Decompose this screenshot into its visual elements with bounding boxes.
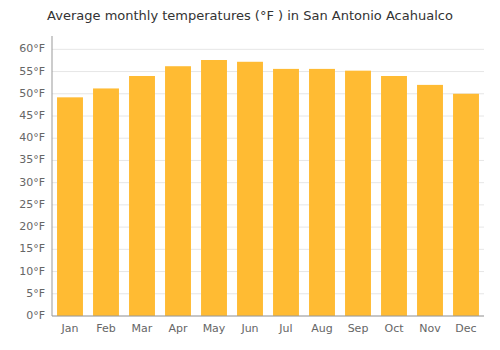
x-tick-label: Mar: [132, 322, 153, 335]
y-tick-label: 50°F: [19, 87, 45, 100]
y-tick-label: 15°F: [19, 242, 45, 255]
grid: [52, 49, 484, 316]
x-tick-label: May: [203, 322, 226, 335]
bar: [273, 69, 299, 316]
y-tick-label: 30°F: [19, 176, 45, 189]
y-tick-label: 35°F: [19, 153, 45, 166]
y-axis: 0°F 5°F 10°F 15°F 20°F 25°F 30°F 35°F 40°F 45°F 50…: [19, 42, 45, 322]
y-tick-label: 25°F: [19, 198, 45, 211]
bar: [57, 97, 83, 316]
bar: [417, 85, 443, 316]
chart-svg: 0°F 5°F 10°F 15°F 20°F 25°F 30°F 35°F 40°F 45°F 50…: [0, 0, 500, 350]
x-axis: Jan Feb Mar Apr May Jun Jul Aug Sep Oct Nov Dec: [61, 322, 477, 335]
y-tick-label: 0°F: [26, 309, 45, 322]
bar: [165, 66, 191, 316]
x-axis-line: [52, 316, 484, 317]
bar: [309, 69, 335, 316]
bar: [129, 76, 155, 316]
x-tick-label: Aug: [311, 322, 332, 335]
chart-container: 0°F 5°F 10°F 15°F 20°F 25°F 30°F 35°F 40°F 45°F 50…: [0, 0, 500, 350]
title: Average monthly temperatures (°F ) in Sa…: [47, 8, 453, 23]
x-tick-label: Jan: [61, 322, 79, 335]
grid-line: [52, 49, 484, 50]
x-tick-label: Dec: [455, 322, 476, 335]
grid-line: [52, 316, 484, 317]
y-axis-line: [52, 36, 53, 316]
y-tick-label: 20°F: [19, 220, 45, 233]
y-tick-label: 55°F: [19, 65, 45, 78]
bar: [453, 94, 479, 316]
y-tick-label: 10°F: [19, 265, 45, 278]
y-tick-label: 40°F: [19, 131, 45, 144]
x-tick-label: Feb: [96, 322, 115, 335]
x-tick-label: Apr: [168, 322, 188, 335]
y-tick-label: 5°F: [26, 287, 45, 300]
bar: [237, 62, 263, 316]
bars: [57, 60, 479, 316]
x-tick-label: Sep: [348, 322, 369, 335]
bar: [201, 60, 227, 316]
y-tick-label: 45°F: [19, 109, 45, 122]
x-tick-label: Jul: [278, 322, 292, 335]
bar: [345, 71, 371, 316]
bar: [381, 76, 407, 316]
x-tick-label: Nov: [419, 322, 441, 335]
bar: [93, 88, 119, 316]
x-tick-label: Oct: [384, 322, 404, 335]
grid-line: [52, 71, 484, 72]
x-tick-label: Jun: [240, 322, 258, 335]
y-tick-label: 60°F: [19, 42, 45, 55]
